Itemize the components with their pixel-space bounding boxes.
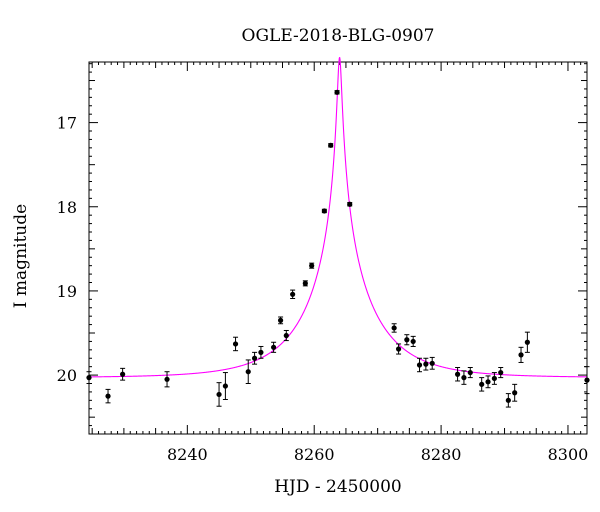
- data-point: [334, 89, 340, 95]
- x-tick-label: 8300: [548, 445, 589, 464]
- point-marker: [258, 349, 264, 355]
- data-point: [309, 262, 315, 269]
- data-point: [505, 393, 511, 408]
- chart-title: OGLE-2018-BLG-0907: [242, 26, 435, 46]
- data-point: [302, 280, 308, 287]
- data-point: [512, 383, 518, 402]
- data-point: [467, 367, 473, 379]
- point-marker: [416, 362, 423, 368]
- data-point: [271, 341, 277, 353]
- data-point: [245, 359, 251, 385]
- data-point: [584, 366, 590, 395]
- point-marker: [491, 375, 497, 382]
- point-marker: [302, 280, 308, 286]
- data-point: [491, 372, 497, 385]
- point-marker: [283, 332, 289, 339]
- point-marker: [410, 338, 416, 345]
- data-point: [454, 367, 461, 382]
- point-marker: [429, 360, 435, 366]
- data-points: [86, 89, 590, 408]
- point-marker: [467, 369, 473, 376]
- data-point: [347, 201, 353, 207]
- data-point: [518, 346, 524, 363]
- point-marker: [524, 339, 530, 345]
- y-tick-label: 17: [57, 114, 77, 133]
- point-marker: [512, 390, 518, 396]
- y-tick-label: 18: [57, 198, 77, 217]
- data-point: [404, 334, 410, 346]
- point-marker: [251, 355, 258, 361]
- point-marker: [105, 393, 111, 399]
- x-axis-label: HJD - 2450000: [274, 477, 402, 497]
- point-marker: [245, 369, 251, 375]
- data-point: [321, 208, 327, 214]
- data-point: [216, 382, 222, 407]
- y-axis-label: I magnitude: [11, 204, 31, 308]
- data-point: [164, 371, 170, 388]
- point-marker: [518, 352, 524, 358]
- y-tick-label: 20: [57, 366, 77, 385]
- data-point: [232, 336, 239, 352]
- y-axis-ticks: 17 18 19 20: [57, 63, 587, 435]
- point-marker: [164, 376, 170, 382]
- x-tick-label: 8260: [294, 445, 335, 464]
- point-marker: [347, 201, 353, 207]
- data-point: [416, 357, 423, 373]
- point-marker: [584, 377, 590, 383]
- data-point: [251, 351, 258, 365]
- data-point: [485, 375, 491, 389]
- data-point: [222, 372, 228, 400]
- data-point: [395, 343, 402, 355]
- data-point: [120, 367, 126, 381]
- data-point: [391, 323, 397, 333]
- point-marker: [232, 341, 239, 347]
- data-point: [277, 316, 284, 325]
- point-marker: [391, 325, 397, 331]
- point-marker: [86, 375, 92, 381]
- x-axis-ticks: 8240 8260 8280 8300: [91, 62, 589, 464]
- data-point: [429, 356, 435, 370]
- point-marker: [120, 371, 126, 377]
- point-marker: [479, 381, 485, 387]
- data-point: [479, 377, 485, 392]
- x-tick-label: 8240: [167, 445, 208, 464]
- point-marker: [395, 346, 402, 352]
- y-tick-label: 19: [57, 282, 77, 301]
- point-marker: [309, 263, 315, 269]
- point-marker: [328, 142, 334, 148]
- point-marker: [498, 369, 504, 376]
- point-marker: [222, 383, 228, 389]
- point-marker: [505, 397, 511, 403]
- point-marker: [321, 208, 327, 214]
- data-point: [105, 388, 111, 404]
- point-marker: [334, 89, 340, 95]
- point-marker: [454, 371, 461, 377]
- point-marker: [404, 337, 410, 343]
- model-curve: [89, 57, 587, 378]
- point-marker: [277, 317, 284, 323]
- data-point: [328, 142, 334, 148]
- data-point: [258, 345, 264, 359]
- data-point: [461, 370, 467, 385]
- data-point: [498, 367, 504, 379]
- data-point: [410, 335, 416, 347]
- point-marker: [423, 361, 429, 367]
- point-marker: [290, 291, 296, 297]
- point-marker: [461, 375, 467, 381]
- point-marker: [216, 391, 222, 398]
- plot-frame: [88, 61, 588, 435]
- data-point: [423, 357, 429, 371]
- point-marker: [271, 344, 277, 350]
- point-marker: [485, 379, 491, 385]
- model-layer: [89, 57, 587, 378]
- data-point: [524, 331, 530, 353]
- x-tick-label: 8280: [421, 445, 462, 464]
- data-point: [283, 329, 289, 342]
- data-point: [86, 371, 92, 385]
- data-point: [290, 289, 296, 299]
- plot-border: [88, 61, 588, 435]
